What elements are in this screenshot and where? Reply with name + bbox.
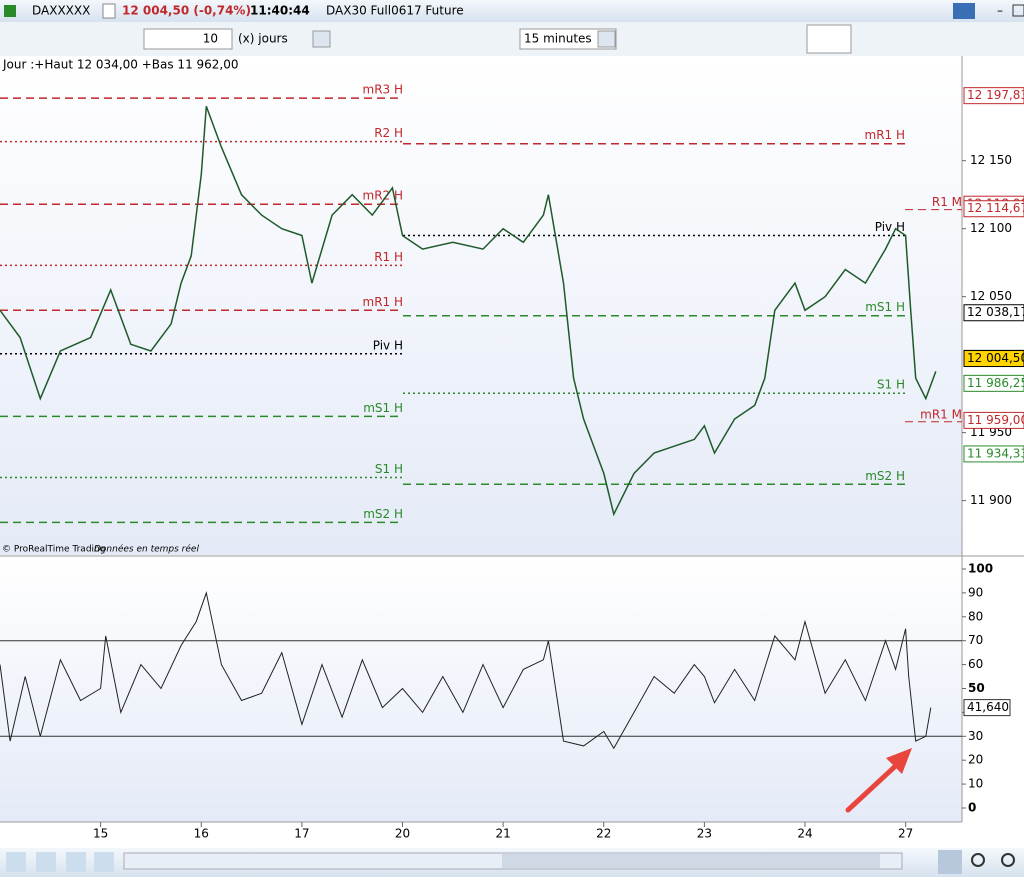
price-label: 12 038,17 (967, 305, 1024, 319)
y-tick-label: 0 (968, 801, 976, 815)
indicator-button[interactable] (806, 24, 852, 54)
price-label-box (963, 350, 1024, 368)
copyright: © ProRealTime Trading (2, 545, 105, 555)
title-bar (0, 0, 1024, 22)
rsi-value-box (963, 699, 1011, 717)
price-label-box (963, 374, 1024, 392)
pivot-label: mS1 H (363, 401, 403, 415)
period-count: 10 (203, 32, 218, 46)
price-label-box (963, 200, 1024, 218)
annotation-arrowhead (886, 748, 912, 774)
x-tick-label: 24 (797, 827, 812, 841)
price-label-box (963, 411, 1024, 429)
keyboard-button[interactable] (953, 3, 975, 19)
price-label: 11 934,33 (967, 446, 1024, 460)
y-tick-label: 60 (968, 657, 983, 671)
pivot-label: mR1 H (865, 128, 906, 142)
zoom-in[interactable] (1001, 853, 1015, 867)
price-label: 12 004,50 (967, 351, 1024, 365)
annotation-arrow (845, 757, 905, 813)
y-tick-label: 30 (968, 729, 983, 743)
tool-icon[interactable] (66, 852, 86, 872)
x-tick-label: 17 (294, 827, 309, 841)
x-tick-label: 20 (395, 827, 410, 841)
info-button[interactable] (102, 3, 116, 19)
y-tick-label: 70 (968, 633, 983, 647)
zoom-tool[interactable] (938, 850, 962, 874)
y-tick-label: 80 (968, 609, 983, 623)
pivot-label: mS2 H (363, 507, 403, 521)
pivot-label: S1 H (375, 462, 403, 476)
price-label-box (963, 304, 1024, 322)
symbol[interactable]: DAXXXXX (32, 4, 90, 18)
value-axis (962, 56, 1024, 822)
pivot-label: mS2 H (865, 469, 905, 483)
x-tick-label: 27 (898, 827, 913, 841)
x-tick-label: 16 (194, 827, 209, 841)
y-tick-label: 12 100 (970, 221, 1012, 235)
price-label: 12 114,67 (967, 201, 1024, 215)
interval-select[interactable] (519, 28, 617, 50)
x-tick-label: 21 (495, 827, 510, 841)
pivot-label: R1 H (374, 250, 403, 264)
realtime: Données en temps réel (94, 544, 199, 555)
zoom-out[interactable] (971, 853, 985, 867)
interval: 15 minutes (524, 32, 592, 46)
x-tick-label: 22 (596, 827, 611, 841)
pivot-label: mR1 M (920, 407, 962, 421)
pivot-label: mR3 H (363, 83, 404, 97)
price-pane (0, 56, 962, 555)
price-line (0, 106, 937, 517)
dropdown[interactable] (312, 30, 331, 48)
price-label-box (963, 87, 1024, 105)
y-tick-label: 50 (968, 681, 985, 695)
minimize[interactable]: – (997, 4, 1003, 18)
y-tick-label: 11 900 (970, 493, 1012, 507)
price-label-box (963, 445, 1024, 463)
scroll-thumb[interactable] (502, 854, 880, 868)
price-label: 11 986,25 (967, 376, 1024, 390)
pivot-label: mS1 H (865, 300, 905, 314)
tool-icon[interactable] (6, 852, 26, 872)
x-tick-label: 23 (697, 827, 712, 841)
pivot-label: Piv H (373, 338, 403, 352)
app-icon (4, 5, 16, 17)
chart-info: Jour :+Haut 12 034,00 +Bas 11 962,00 (2, 58, 239, 72)
clock: 11:40:44 (250, 4, 310, 18)
pivot-label: S1 H (877, 378, 905, 392)
y-tick-label: 20 (968, 753, 983, 767)
x-tick-label: 15 (93, 827, 108, 841)
tool-icon[interactable] (94, 852, 114, 872)
tool-icon[interactable] (36, 852, 56, 872)
instrument: DAX30 Full0617 Future (326, 4, 464, 18)
period-unit: (x) jours (238, 32, 288, 46)
y-tick-label: 90 (968, 585, 983, 599)
price-label: 12 197,83 (967, 88, 1024, 102)
y-tick-label: 12 150 (970, 153, 1012, 167)
maximize[interactable] (1012, 4, 1024, 17)
pivot-label: R1 M (932, 195, 962, 209)
pivot-label: R2 H (374, 126, 403, 140)
dropdown[interactable] (597, 30, 616, 48)
period-count-input[interactable] (143, 28, 233, 50)
y-tick-label: 12 050 (970, 289, 1012, 303)
rsi-line (0, 591, 932, 750)
price-label: 11 959,00 (967, 413, 1024, 427)
pivot-label: mR1 H (363, 295, 404, 309)
y-tick-label: 100 (968, 562, 993, 576)
rsi-value: 41,640 (967, 700, 1009, 714)
rsi-pane (0, 557, 962, 822)
quote: 12 004,50 (-0,74%) (122, 4, 251, 18)
y-tick-label: 10 (968, 777, 983, 791)
